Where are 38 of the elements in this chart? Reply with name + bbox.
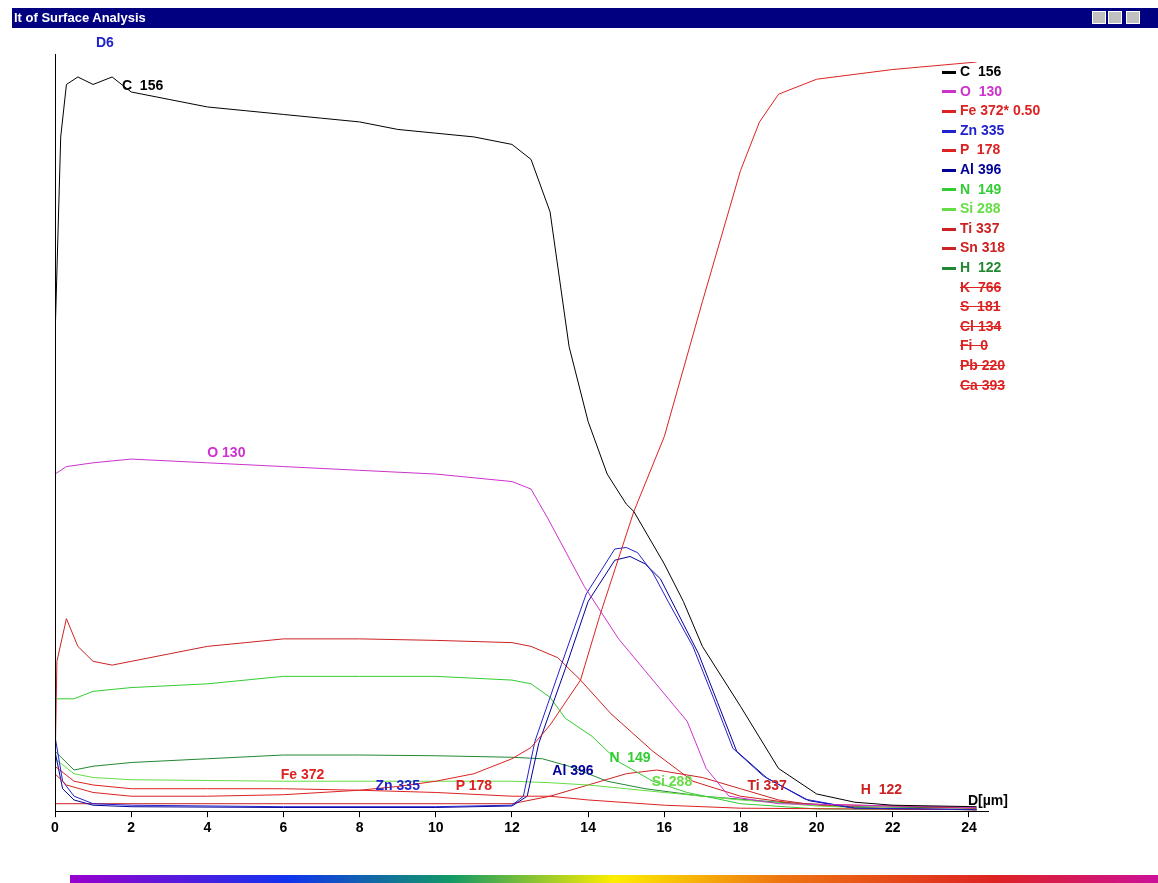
annotation: Fi 0 — [960, 336, 989, 356]
legend-label: P 178 — [960, 141, 1001, 158]
x-tick-label: 16 — [656, 819, 673, 836]
x-tick-label: 0 — [51, 819, 60, 836]
x-tick-label: 18 — [732, 819, 749, 836]
x-tick-label: 14 — [580, 819, 597, 836]
x-tick-label: 6 — [279, 819, 288, 836]
legend-label: Ti 337 — [960, 219, 1000, 236]
x-tick-label: 20 — [808, 819, 825, 836]
annotation: Fe 372 — [280, 765, 325, 782]
x-tick-label: 10 — [428, 819, 444, 836]
legend-label: Zn 335 — [960, 121, 1005, 138]
legend-label: C 156 — [960, 63, 1002, 79]
legend-label: Fe 372* 0.50 — [960, 102, 1041, 119]
legend-label: O 130 — [960, 82, 1003, 99]
chart-subtitle: D6 — [96, 34, 114, 50]
annotation: S 181 — [960, 297, 1002, 317]
legend-label: H 122 — [960, 258, 1002, 275]
x-tick-label: 8 — [355, 819, 364, 836]
x-tick-label: 12 — [504, 819, 520, 836]
annotation: O 130 — [207, 443, 246, 460]
x-tick-label: 2 — [127, 819, 136, 836]
x-axis-title: D[µm] — [968, 792, 1008, 809]
annotation: P 178 — [455, 777, 493, 794]
annotation: C 156 — [121, 76, 164, 93]
annotation: H 122 — [860, 780, 903, 797]
annotation: Ca 393 — [960, 375, 1007, 395]
annotation: Cl 134 — [960, 316, 1003, 336]
chart-title: lt of Surface Analysis — [13, 10, 146, 25]
legend-label: Al 396 — [960, 160, 1002, 177]
annotation: K 766 — [960, 277, 1003, 297]
x-tick-label: 4 — [203, 819, 212, 836]
x-tick-label: 24 — [961, 819, 977, 836]
legend-label: Sn 318 — [960, 239, 1006, 256]
legend-label: N 149 — [960, 180, 1002, 197]
annotation: Pb 220 — [960, 355, 1007, 375]
x-tick-label: 22 — [885, 819, 901, 836]
legend-label: Si 288 — [960, 200, 1001, 217]
